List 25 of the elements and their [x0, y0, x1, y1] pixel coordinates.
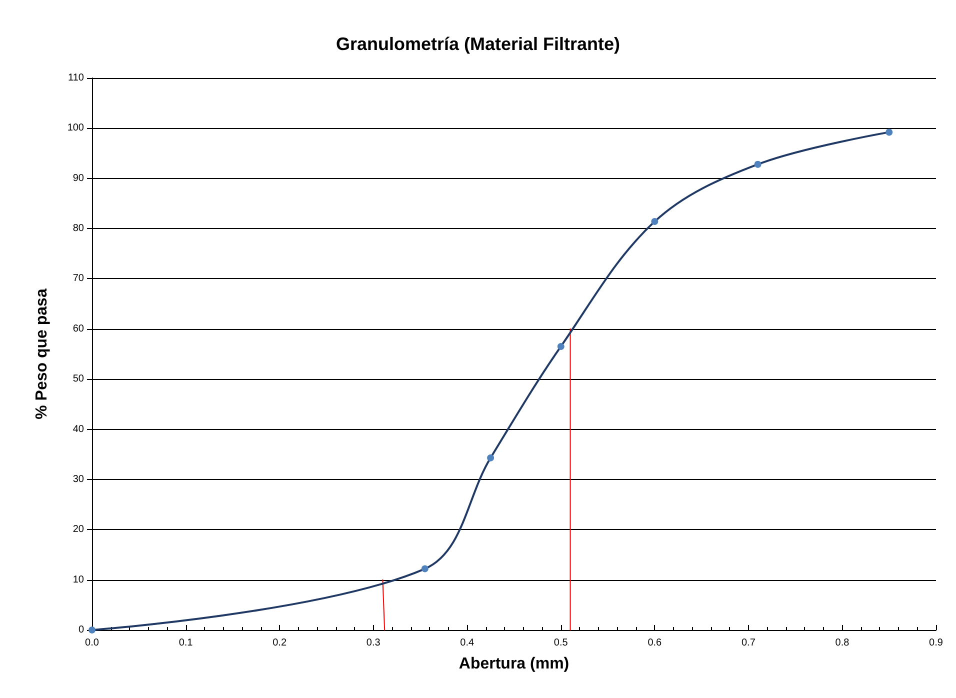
- y-tick-label: 30: [72, 474, 84, 485]
- x-tick-label: 0.9: [929, 638, 944, 648]
- x-tick-label: 0.4: [460, 638, 474, 648]
- x-tick-label: 0.7: [741, 638, 756, 648]
- x-tick-label: 0.3: [366, 638, 381, 648]
- x-tick-label: 0.5: [554, 638, 568, 648]
- y-tick-label: 110: [68, 72, 84, 84]
- y-tick-label: 60: [72, 323, 84, 334]
- y-tick-label: 100: [67, 122, 84, 134]
- y-tick-label: 80: [72, 223, 84, 234]
- y-tick-label: 40: [72, 424, 84, 435]
- y-tick-label: 50: [72, 374, 84, 385]
- y-tick-label: 0: [78, 624, 84, 636]
- x-tick-label: 0.0: [85, 638, 100, 648]
- x-tick-label: 0.8: [835, 638, 850, 648]
- chart-title: Granulometría (Material Filtrante): [336, 34, 620, 54]
- y-tick-label: 90: [72, 172, 84, 184]
- y-tick-label: 20: [72, 524, 84, 536]
- y-tick-label: 70: [72, 273, 84, 284]
- y-tick-label: 10: [72, 574, 84, 586]
- x-tick-label: 0.6: [648, 638, 662, 648]
- x-axis-title: Abertura (mm): [458, 656, 570, 672]
- x-tick-label: 0.2: [272, 638, 287, 648]
- x-tick-label: 0.1: [178, 638, 194, 648]
- y-axis-title: % Peso que pasa: [34, 288, 50, 420]
